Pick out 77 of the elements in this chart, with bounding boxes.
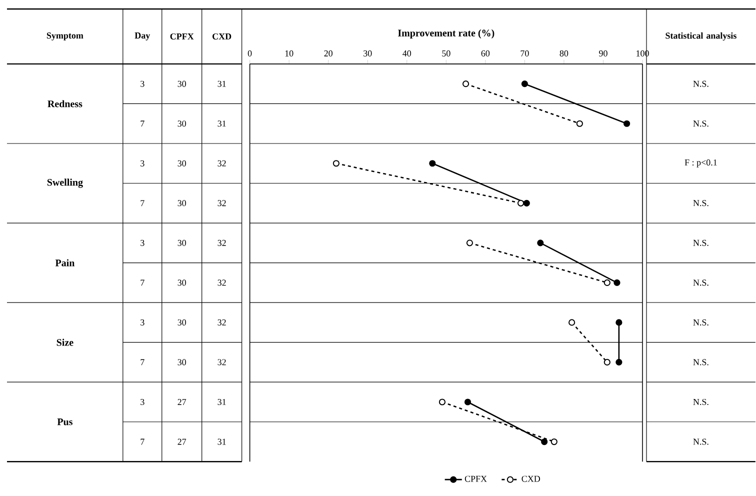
point <box>604 359 610 366</box>
text: Symptom <box>46 32 84 41</box>
text: N.S. <box>693 399 708 406</box>
text: 30 <box>178 240 186 246</box>
text: N.S. <box>693 280 708 286</box>
x-tick-label: 70 <box>520 50 529 57</box>
text: 32 <box>218 240 226 246</box>
text: 32 <box>218 200 226 206</box>
text: 3 <box>140 399 144 406</box>
text: CPFX <box>170 34 194 40</box>
text: 3 <box>140 240 144 246</box>
text: Day <box>134 32 150 41</box>
text: 7 <box>140 200 144 206</box>
text: 27 <box>178 399 186 406</box>
point <box>616 319 622 326</box>
point <box>464 398 472 406</box>
text: 31 <box>218 120 226 127</box>
point <box>541 438 548 446</box>
text: 32 <box>218 160 226 167</box>
x-tick-label: 40 <box>402 50 412 57</box>
text: 31 <box>218 81 226 88</box>
legend-label: CPFX <box>464 476 487 482</box>
x-tick-label: 90 <box>599 50 608 57</box>
point <box>462 80 470 88</box>
x-tick-label: 10 <box>285 50 294 57</box>
x-axis-title: Improvement rate (%) <box>398 30 494 39</box>
point <box>614 280 620 286</box>
text: 30 <box>178 359 186 366</box>
text: 32 <box>218 359 226 366</box>
text: Redness <box>48 100 82 108</box>
text: N.S. <box>693 200 708 206</box>
text: N.S. <box>693 359 708 366</box>
text: N.S. <box>693 240 708 246</box>
text: 32 <box>218 320 226 326</box>
point <box>616 359 622 366</box>
point <box>438 398 446 406</box>
text: N.S. <box>693 120 708 127</box>
text: Pus <box>57 418 72 426</box>
text: Swelling <box>47 178 83 188</box>
text: 32 <box>218 280 226 286</box>
x-tick-label: 20 <box>324 50 332 57</box>
text: Pain <box>55 259 75 266</box>
text: 7 <box>140 439 144 445</box>
text: 3 <box>140 160 144 167</box>
text: 31 <box>218 399 226 406</box>
text: 30 <box>178 320 186 326</box>
text: N.S. <box>693 438 708 445</box>
text: 7 <box>140 359 144 366</box>
text: 7 <box>140 280 144 286</box>
text: 3 <box>140 320 144 326</box>
text: 7 <box>140 120 144 127</box>
x-tick-label: 80 <box>560 50 568 57</box>
text: 27 <box>178 438 186 445</box>
text: F : p<0.1 <box>684 160 717 168</box>
x-tick-label: 60 <box>481 50 490 57</box>
legend-label: CXD <box>522 476 540 482</box>
text: 30 <box>178 80 186 88</box>
text: 31 <box>218 438 226 445</box>
text: 30 <box>178 160 186 167</box>
point <box>537 240 544 246</box>
text: Statistical analysis <box>666 32 736 41</box>
text: Size <box>56 339 74 346</box>
point <box>332 160 340 167</box>
text: N.S. <box>693 320 708 326</box>
x-tick-label: 0 <box>248 50 252 57</box>
point <box>550 438 558 446</box>
text: 30 <box>178 280 186 286</box>
x-tick-label: 50 <box>442 50 450 57</box>
point <box>568 319 576 326</box>
point <box>466 240 474 246</box>
x-tick-label: 30 <box>364 50 372 57</box>
text: N.S. <box>693 80 708 88</box>
text: 3 <box>140 81 144 88</box>
text: 30 <box>178 200 186 206</box>
point <box>604 280 610 286</box>
text: 30 <box>178 120 186 127</box>
text: CXD <box>212 34 232 40</box>
